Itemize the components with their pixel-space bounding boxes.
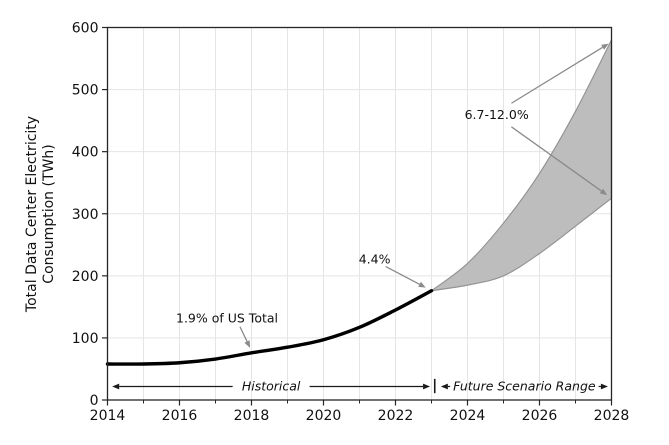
- annotation-arrow: [511, 46, 603, 104]
- future-scenario-band: [431, 39, 613, 292]
- annotation-arrow: [239, 326, 248, 342]
- annotation-arrow: [385, 265, 420, 285]
- y-axis-label-line2: Consumption (TWh): [41, 144, 57, 284]
- annotation-label-2: 6.7-12.0%: [465, 107, 529, 122]
- span-arrow-left-head: [112, 383, 120, 390]
- x-tick-label: 2026: [522, 408, 558, 424]
- y-axis-label: Total Data Center Electricity Consumptio…: [24, 116, 58, 312]
- x-tick-label: 2024: [450, 408, 486, 424]
- y-tick-label: 500: [72, 83, 99, 99]
- annotation-arrow-head: [601, 43, 609, 50]
- x-tick-label: 2028: [594, 408, 630, 424]
- y-tick-label: 300: [72, 207, 99, 223]
- annotation-label-1: 4.4%: [359, 252, 391, 267]
- y-tick-label: 0: [90, 393, 99, 409]
- annotation-arrow-head: [418, 281, 426, 288]
- y-tick-label: 400: [72, 145, 99, 161]
- y-tick-label: 100: [72, 331, 99, 347]
- x-tick-label: 2016: [162, 408, 198, 424]
- annotation-label-0: 1.9% of US Total: [176, 311, 278, 326]
- annotation-arrow: [511, 126, 602, 192]
- annotation-arrow-head: [599, 188, 608, 196]
- x-tick-label: 2022: [378, 408, 414, 424]
- span-arrow-left-head: [440, 383, 448, 390]
- x-tick-label: 2014: [90, 408, 126, 424]
- historical-line: [105, 289, 434, 366]
- x-tick-label: 2018: [234, 408, 270, 424]
- y-axis-label-line1: Total Data Center Electricity: [24, 115, 41, 313]
- y-tick-label: 200: [72, 269, 99, 285]
- y-tick-label: 600: [72, 21, 99, 37]
- span-label-1: Future Scenario Range: [453, 378, 596, 393]
- x-tick-label: 2020: [306, 408, 342, 424]
- span-label-0: Historical: [242, 378, 301, 393]
- span-arrow-right-head: [423, 383, 431, 390]
- span-arrow-right-head: [600, 383, 608, 390]
- annotation-arrow-head: [244, 340, 251, 348]
